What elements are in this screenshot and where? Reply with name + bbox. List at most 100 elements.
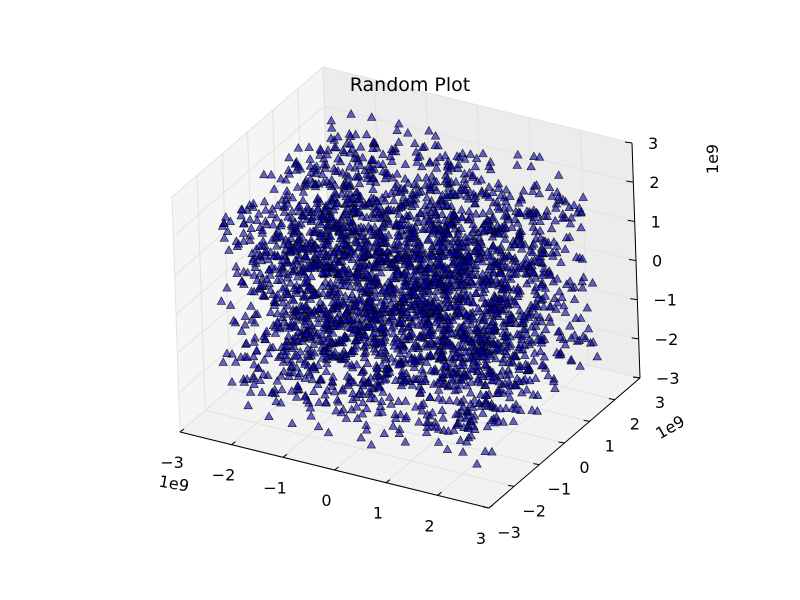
data-point (278, 357, 289, 366)
z-tick-label: 3 (648, 134, 658, 153)
data-point (398, 281, 409, 290)
data-point (356, 432, 366, 442)
data-point (398, 303, 409, 312)
data-point (328, 328, 338, 337)
data-point (291, 322, 301, 331)
data-point (222, 282, 232, 292)
data-point (565, 321, 575, 330)
data-point (518, 185, 529, 195)
x-tick-label: −1 (263, 478, 287, 497)
data-point (359, 265, 370, 274)
data-point (447, 374, 457, 383)
data-point (265, 307, 276, 316)
data-point (384, 392, 395, 401)
data-point (299, 269, 310, 278)
data-point (456, 205, 467, 214)
data-point (527, 260, 537, 270)
data-point (527, 247, 538, 257)
data-point (493, 338, 504, 348)
data-point (517, 387, 527, 397)
data-point (499, 211, 510, 220)
data-point (478, 208, 488, 217)
data-point (269, 295, 280, 305)
data-point (519, 311, 529, 320)
data-point (365, 176, 376, 185)
data-point (446, 160, 456, 170)
data-point (259, 169, 269, 179)
data-point (377, 262, 388, 271)
data-point (420, 180, 431, 189)
data-point (315, 150, 325, 159)
data-point (255, 268, 266, 278)
data-point (505, 331, 516, 341)
data-point (402, 241, 412, 251)
data-point (442, 192, 452, 201)
data-point (479, 314, 489, 324)
data-point (258, 236, 268, 245)
data-point (298, 244, 309, 253)
data-point (400, 159, 411, 168)
data-point (368, 184, 378, 193)
data-point (291, 392, 302, 401)
data-point (362, 403, 372, 413)
data-point (381, 363, 391, 373)
data-point (549, 376, 559, 386)
data-point (250, 262, 260, 272)
data-point (277, 284, 288, 293)
data-point (250, 309, 261, 319)
x-tick (179, 428, 185, 433)
data-point (443, 183, 454, 192)
data-point (437, 369, 448, 378)
data-point (411, 374, 421, 384)
data-point (371, 292, 381, 302)
y-tick-label: −2 (522, 501, 546, 520)
data-point (388, 271, 398, 280)
data-point (362, 358, 373, 367)
data-point (468, 279, 479, 289)
data-point (311, 260, 322, 269)
data-point (462, 242, 472, 252)
data-point (531, 321, 541, 330)
data-point (470, 246, 480, 256)
data-point (444, 284, 455, 294)
data-point (460, 413, 471, 423)
data-point (386, 353, 397, 362)
data-point (575, 361, 585, 370)
data-point (411, 401, 421, 411)
data-point (413, 320, 424, 329)
data-point (582, 302, 592, 312)
data-point (255, 280, 265, 290)
data-point (445, 319, 455, 328)
data-point (273, 226, 284, 235)
data-point (362, 212, 372, 222)
data-point (445, 219, 456, 229)
data-point (553, 327, 563, 336)
z-tick-label: 1 (651, 212, 661, 231)
data-point (469, 395, 480, 404)
data-point (433, 140, 443, 150)
data-point (420, 321, 431, 330)
data-point (380, 232, 390, 241)
data-point (466, 337, 476, 346)
data-point (350, 129, 361, 139)
data-point (392, 125, 402, 135)
data-point (416, 271, 427, 280)
data-point (452, 265, 462, 274)
data-point (432, 185, 442, 195)
data-point (330, 283, 340, 293)
data-point (359, 330, 370, 340)
data-point (372, 363, 382, 372)
x-tick (282, 453, 288, 458)
data-point (379, 218, 389, 228)
data-point (323, 427, 334, 437)
data-point (330, 347, 340, 356)
data-point (379, 300, 389, 309)
data-point (458, 401, 468, 411)
data-point (427, 171, 437, 180)
data-point (314, 303, 324, 313)
data-point (407, 329, 418, 338)
data-point (501, 403, 511, 412)
z-tick-label: 0 (652, 252, 662, 271)
data-point (495, 345, 506, 355)
